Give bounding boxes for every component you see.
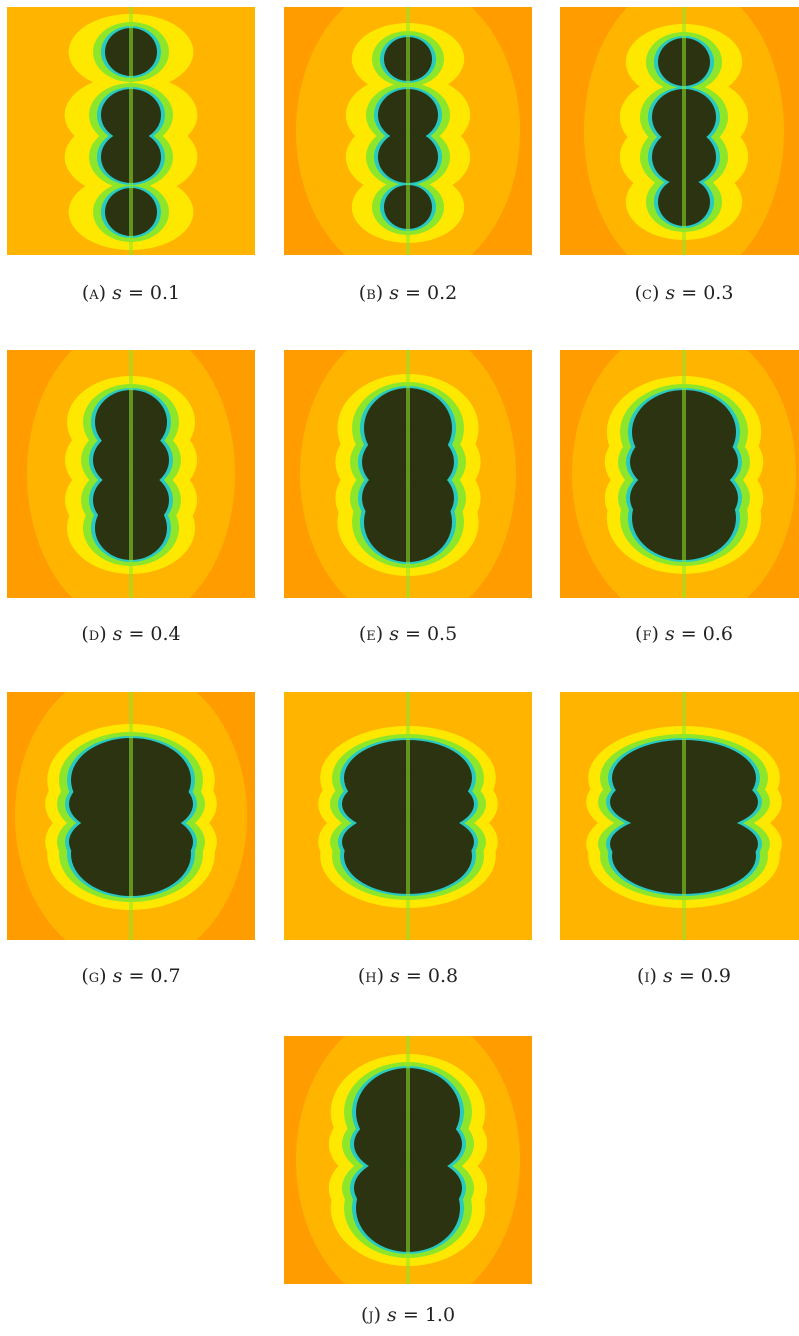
antenna-region [406, 7, 410, 255]
fractal-panel-c [560, 7, 799, 255]
caption-label: (h) [357, 965, 385, 987]
caption-value: 0.4 [150, 623, 181, 645]
fractal-panel-h [284, 692, 532, 940]
caption-variable: s [663, 965, 673, 987]
caption-label: (d) [81, 623, 107, 645]
caption-label: (e) [358, 623, 384, 645]
caption-variable: s [665, 282, 676, 304]
fractal-image-j [284, 1036, 532, 1284]
fractal-panel-g [7, 692, 255, 940]
caption-h: (h) s = 0.8 [284, 965, 532, 987]
caption-value: 0.6 [702, 623, 733, 645]
caption-value: 0.2 [426, 282, 458, 304]
fractal-panel-e [284, 350, 532, 598]
fractal-panel-a [7, 7, 255, 255]
caption-value: 0.3 [703, 282, 734, 304]
caption-operator: = [398, 282, 427, 304]
caption-operator: = [399, 965, 428, 987]
fractal-image-i [560, 692, 799, 940]
caption-value: 0.7 [150, 965, 181, 987]
antenna-region [406, 692, 410, 940]
caption-value: 1.0 [424, 1304, 456, 1326]
antenna-region [406, 350, 410, 598]
caption-operator: = [396, 1304, 425, 1326]
caption-operator: = [122, 623, 151, 645]
fractal-image-h [284, 692, 532, 940]
fractal-image-c [560, 7, 799, 255]
antenna-region [129, 350, 133, 598]
caption-label: (b) [358, 282, 384, 304]
caption-label: (f) [635, 623, 659, 645]
caption-label: (j) [360, 1304, 381, 1326]
fractal-panel-d [7, 350, 255, 598]
caption-variable: s [387, 1304, 397, 1326]
caption-label: (i) [637, 965, 657, 987]
caption-operator: = [122, 965, 151, 987]
caption-variable: s [389, 623, 399, 645]
caption-label: (c) [634, 282, 660, 304]
antenna-region [682, 350, 686, 598]
antenna-region [129, 7, 133, 255]
caption-variable: s [112, 623, 123, 645]
caption-g: (g) s = 0.7 [7, 965, 255, 987]
caption-operator: = [672, 965, 701, 987]
caption-j: (j) s = 1.0 [284, 1304, 532, 1326]
fractal-image-f [560, 350, 799, 598]
caption-variable: s [112, 965, 123, 987]
fractal-image-a [7, 7, 255, 255]
antenna-region [129, 692, 133, 940]
caption-variable: s [390, 965, 400, 987]
caption-b: (b) s = 0.2 [284, 282, 532, 304]
fractal-panel-j [284, 1036, 532, 1284]
caption-d: (d) s = 0.4 [7, 623, 255, 645]
caption-e: (e) s = 0.5 [284, 623, 532, 645]
caption-value: 0.9 [700, 965, 731, 987]
fractal-panel-f [560, 350, 799, 598]
antenna-region [682, 692, 686, 940]
caption-variable: s [664, 623, 675, 645]
antenna-region [406, 1036, 410, 1284]
caption-a: (a) s = 0.1 [7, 282, 255, 304]
fractal-image-g [7, 692, 255, 940]
fractal-panel-i [560, 692, 799, 940]
caption-operator: = [121, 282, 150, 304]
caption-label: (g) [81, 965, 107, 987]
caption-label: (a) [81, 282, 107, 304]
caption-variable: s [112, 282, 122, 304]
caption-f: (f) s = 0.6 [560, 623, 799, 645]
caption-operator: = [398, 623, 427, 645]
caption-c: (c) s = 0.3 [560, 282, 799, 304]
fractal-image-e [284, 350, 532, 598]
fractal-image-d [7, 350, 255, 598]
caption-operator: = [674, 623, 703, 645]
caption-operator: = [675, 282, 704, 304]
fractal-image-b [284, 7, 532, 255]
caption-value: 0.1 [149, 282, 181, 304]
fractal-panel-b [284, 7, 532, 255]
caption-value: 0.8 [427, 965, 459, 987]
caption-value: 0.5 [426, 623, 458, 645]
caption-variable: s [389, 282, 399, 304]
antenna-region [682, 7, 686, 255]
caption-i: (i) s = 0.9 [560, 965, 799, 987]
